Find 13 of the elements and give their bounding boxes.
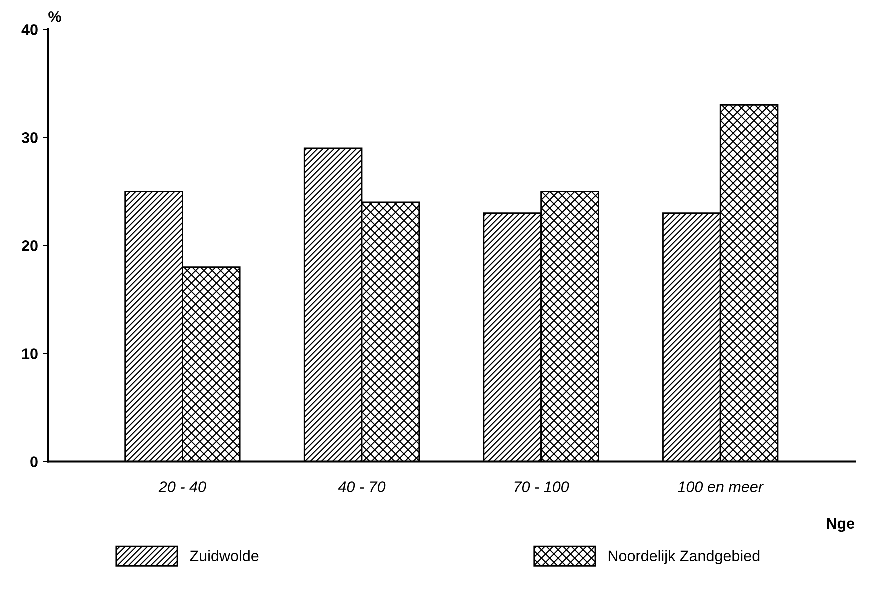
legend-label: Noordelijk Zandgebied xyxy=(608,550,760,565)
x-tick-label: 100 en meer xyxy=(678,482,764,492)
y-axis-title: % xyxy=(48,11,62,22)
y-tick-label: 10 xyxy=(22,348,38,360)
y-tick-label: 0 xyxy=(30,456,38,468)
x-tick-label: 40 - 70 xyxy=(338,482,386,492)
y-tick-label: 20 xyxy=(22,240,38,252)
legend-label: Zuidwolde xyxy=(190,550,259,562)
x-tick-label: 70 - 100 xyxy=(514,482,570,492)
y-tick-label: 40 xyxy=(22,24,38,36)
x-tick-label: 20 - 40 xyxy=(158,482,206,492)
y-tick-label: 30 xyxy=(22,132,38,144)
x-axis-title: Nge xyxy=(827,518,855,532)
